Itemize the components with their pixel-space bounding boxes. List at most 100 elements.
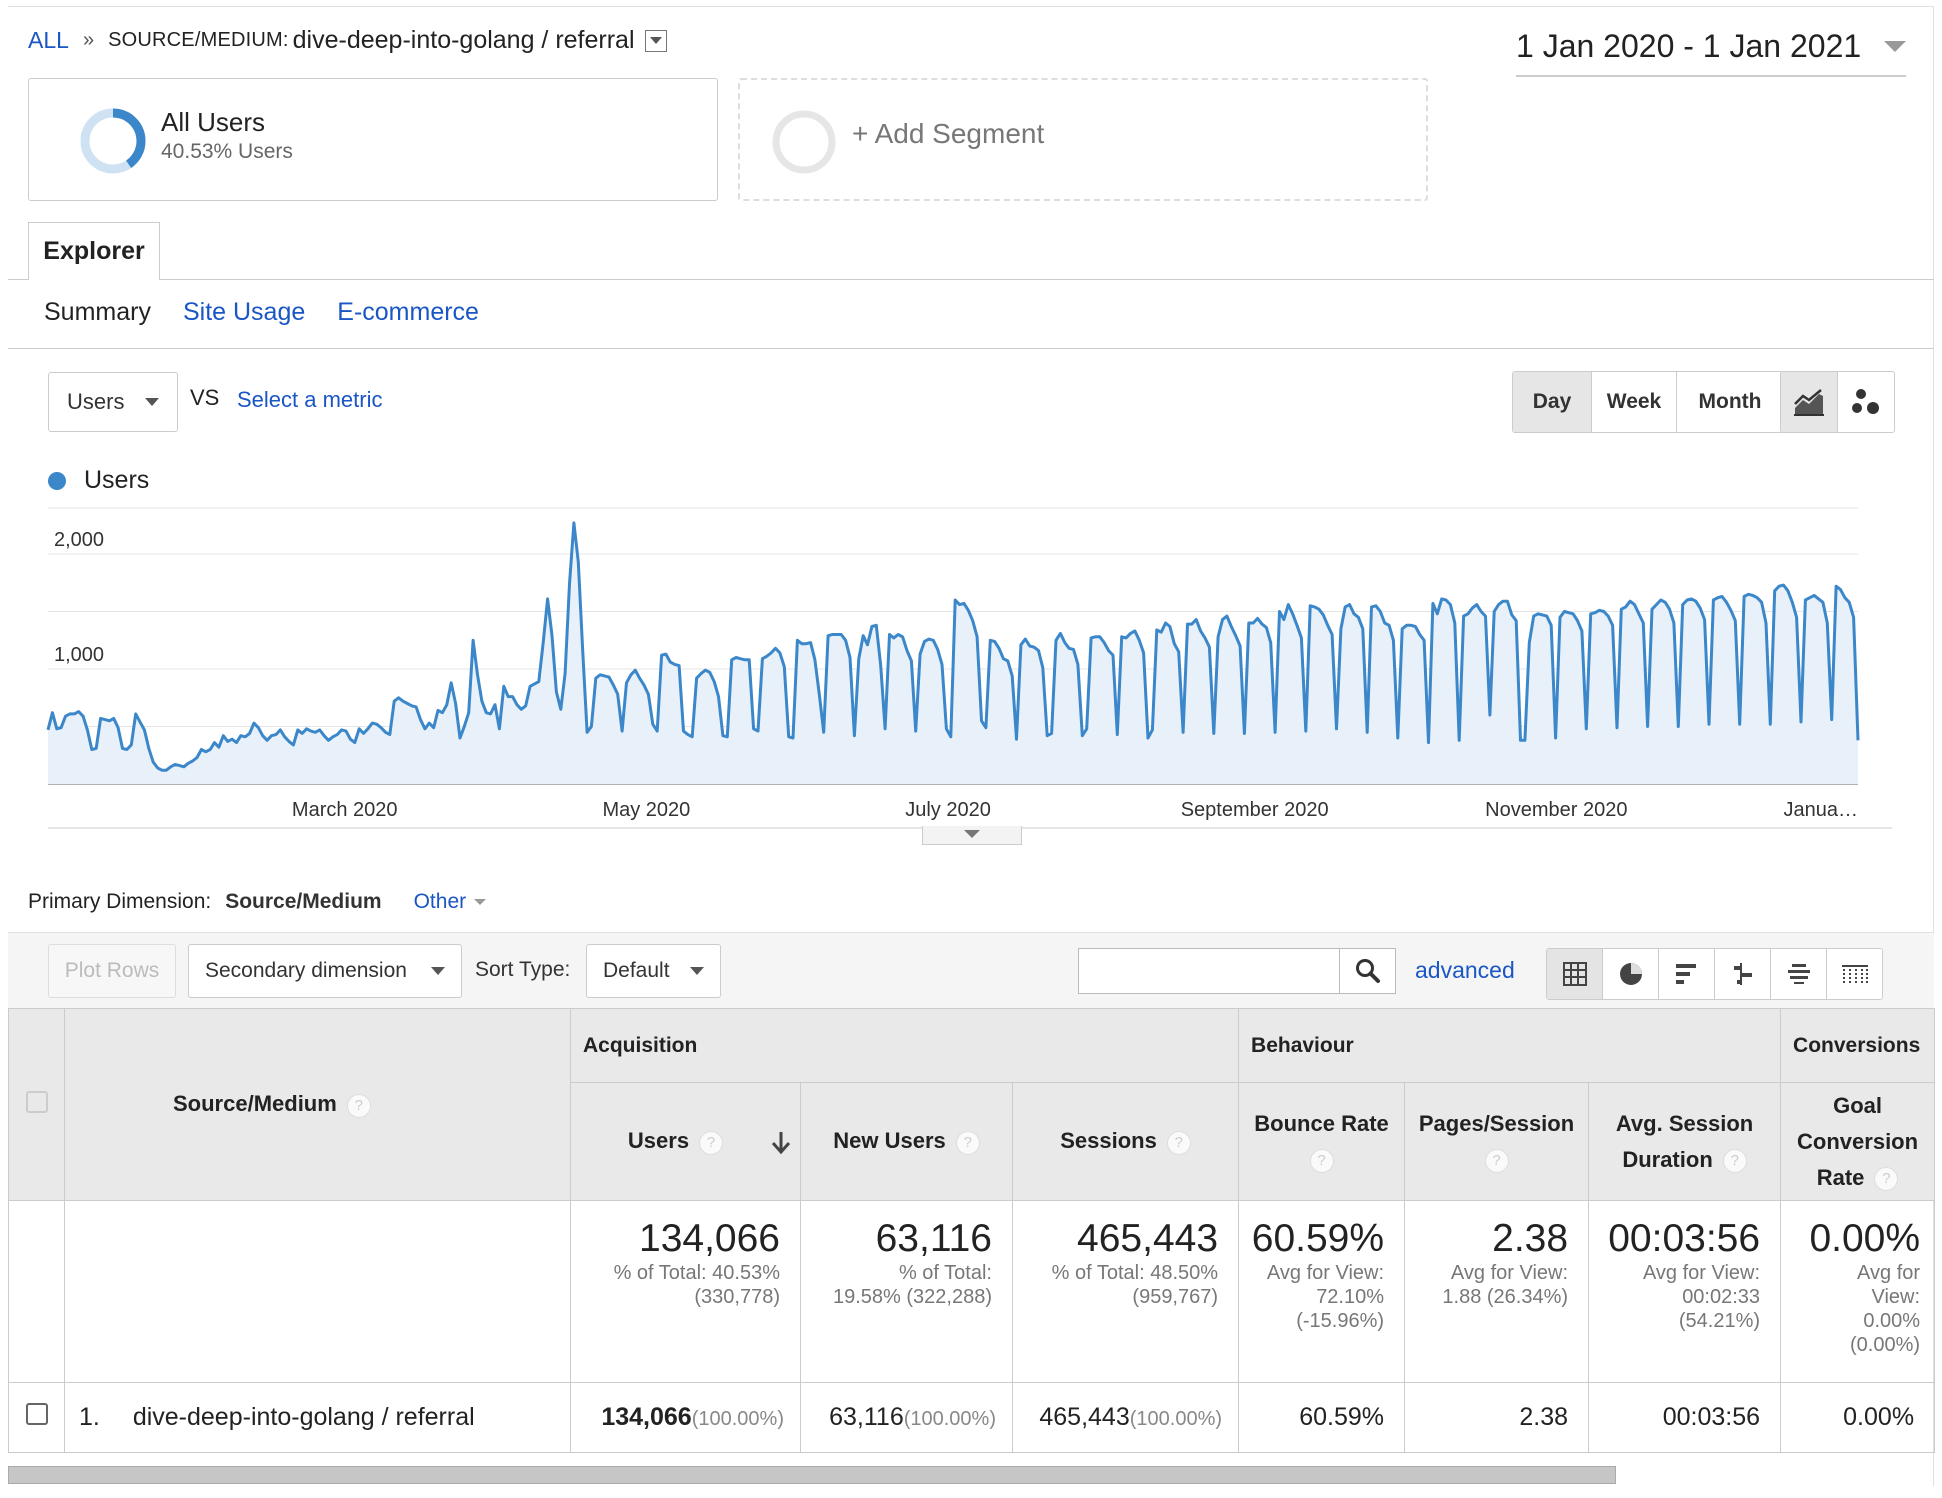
help-icon[interactable]: ? [955, 1130, 980, 1155]
totals-sessions-line2: (959,767) [1132, 1286, 1219, 1308]
totals-users-line2: (330,778) [694, 1286, 780, 1308]
totals-bounce-rate: 60.59% Avg for View: 72.10% (-15.96%) [1238, 1200, 1406, 1383]
metric-select[interactable]: Users [48, 372, 178, 432]
totals-bounce-rate-line2: 72.10% [1316, 1286, 1385, 1308]
term-cloud-view-button[interactable] [1770, 949, 1826, 999]
help-icon[interactable]: ? [1309, 1148, 1334, 1173]
row-dimension-link[interactable]: dive-deep-into-golang / referral [132, 1403, 475, 1431]
empty-segment-circle-icon [772, 110, 836, 174]
users-line [46, 521, 1860, 772]
segment-all-users[interactable]: All Users 40.53% Users [28, 78, 718, 201]
report-table: Source/Medium? Acquisition Behaviour Con… [8, 1008, 1936, 1453]
column-avg-duration-label-2: Duration [1622, 1146, 1713, 1172]
column-goal-label-1: Goal [1833, 1092, 1882, 1118]
column-bounce-rate[interactable]: Bounce Rate? [1238, 1082, 1406, 1201]
totals-new-users: 63,116% of Total: 19.58% (322,288) [800, 1200, 1013, 1383]
totals-avg-duration-line1: Avg for View: [1642, 1262, 1761, 1284]
segment-subtitle: 40.53% Users [161, 140, 293, 163]
totals-sessions: 465,443% of Total: 48.50% (959,767) [1011, 1200, 1240, 1383]
performance-view-button[interactable] [1658, 949, 1714, 999]
line-chart-button[interactable] [1781, 372, 1837, 432]
advanced-filter-link[interactable]: advanced [1415, 957, 1515, 983]
subtab-summary[interactable]: Summary [44, 298, 151, 326]
granularity-toggle: Day Week Month [1512, 371, 1784, 433]
comparison-view-button[interactable] [1714, 949, 1770, 999]
help-icon[interactable]: ? [1722, 1148, 1747, 1173]
horizontal-scrollbar[interactable] [8, 1466, 1616, 1484]
dimension-header[interactable]: Source/Medium? [64, 1008, 571, 1201]
sort-type-select[interactable]: Default [586, 944, 721, 998]
add-segment-button[interactable]: + Add Segment [738, 78, 1428, 201]
row-dimension-cell: 1. dive-deep-into-golang / referral [64, 1382, 571, 1453]
breadcrumb-dimension-value: dive-deep-into-golang / referral [292, 26, 635, 54]
date-range-picker[interactable]: 1 Jan 2020 - 1 Jan 2021 [1516, 28, 1906, 77]
grid-table-icon [1562, 962, 1587, 986]
series-dot-icon [48, 471, 66, 490]
breadcrumb: ALL » SOURCE/MEDIUM: dive-deep-into-gola… [28, 26, 667, 55]
totals-avg-duration-value: 00:03:56 [1608, 1217, 1761, 1260]
date-range-text: 1 Jan 2020 - 1 Jan 2021 [1516, 28, 1862, 64]
help-icon[interactable]: ? [1484, 1148, 1509, 1173]
x-tick-label: September 2020 [1181, 799, 1329, 821]
chevron-down-icon [145, 398, 159, 406]
totals-goal-rate: 0.00% Avg for View: 0.00% (0.00%) [1780, 1200, 1936, 1383]
help-icon[interactable]: ? [699, 1130, 724, 1155]
select-metric-link[interactable]: Select a metric [237, 387, 383, 412]
column-new-users[interactable]: New Users? [800, 1082, 1013, 1201]
subtab-site-usage[interactable]: Site Usage [182, 298, 306, 326]
bubble-chart-icon [1852, 389, 1879, 414]
group-acquisition: Acquisition [569, 1008, 1240, 1083]
row-new-users-value: 63,116 [829, 1403, 904, 1431]
plot-rows-button[interactable]: Plot Rows [48, 944, 176, 998]
column-pages-session[interactable]: Pages/Session? [1404, 1082, 1590, 1201]
secondary-dimension-select[interactable]: Secondary dimension [188, 944, 462, 998]
primary-dimension-other[interactable]: Other [414, 890, 487, 914]
subtab-ecommerce[interactable]: E-commerce [337, 298, 479, 326]
column-users[interactable]: Users? [570, 1082, 801, 1201]
x-tick-label: March 2020 [292, 799, 398, 821]
data-view-button[interactable] [1547, 949, 1602, 999]
chart-collapse-toggle[interactable] [922, 826, 1022, 845]
pie-chart-icon [1619, 963, 1642, 985]
other-label: Other [413, 890, 467, 913]
motion-chart-button[interactable] [1837, 372, 1894, 432]
breadcrumb-dropdown-icon[interactable] [644, 29, 667, 52]
totals-users-value: 134,066 [639, 1217, 780, 1260]
column-pages-session-label: Pages/Session [1418, 1110, 1575, 1136]
breadcrumb-all-link[interactable]: ALL [28, 27, 69, 53]
totals-users: 134,066% of Total: 40.53% (330,778) [570, 1200, 801, 1383]
tab-explorer[interactable]: Explorer [28, 222, 160, 280]
help-icon[interactable]: ? [1874, 1166, 1899, 1191]
chevron-down-icon [431, 967, 445, 975]
chevron-down-icon [690, 967, 704, 975]
help-icon[interactable]: ? [1166, 1130, 1191, 1155]
percentage-view-button[interactable] [1602, 949, 1658, 999]
help-icon[interactable]: ? [346, 1093, 371, 1118]
chart-type-toggle [1780, 371, 1895, 433]
granularity-day-button[interactable]: Day [1513, 372, 1591, 432]
column-avg-session-duration[interactable]: Avg. Session Duration? [1588, 1082, 1782, 1201]
totals-new-users-line1: % of Total: [898, 1262, 992, 1284]
table-search-input[interactable] [1078, 948, 1340, 994]
row-new-users: 63,116(100.00%) [800, 1382, 1013, 1453]
totals-goal-rate-line4: (0.00%) [1850, 1334, 1921, 1356]
line-chart-icon [1794, 389, 1824, 416]
chevron-down-icon [1884, 41, 1906, 52]
granularity-month-button[interactable]: Month [1676, 372, 1783, 432]
column-sessions[interactable]: Sessions? [1011, 1082, 1240, 1201]
column-bounce-rate-label: Bounce Rate [1254, 1110, 1389, 1136]
primary-dimension-value[interactable]: Source/Medium [225, 890, 382, 913]
row-avg-duration: 00:03:56 [1588, 1382, 1782, 1453]
column-goal-conversion-rate[interactable]: Goal Conversion Rate? [1780, 1082, 1936, 1201]
search-button[interactable] [1340, 948, 1396, 994]
row-goal-rate: 0.00% [1780, 1382, 1936, 1453]
totals-new-users-value: 63,116 [875, 1217, 992, 1260]
table-row[interactable]: 1. dive-deep-into-golang / referral 134,… [8, 1382, 1936, 1453]
select-all-checkbox[interactable] [25, 1090, 48, 1113]
row-checkbox[interactable] [25, 1403, 48, 1425]
totals-checkbox-cell [8, 1200, 65, 1383]
pivot-view-button[interactable] [1826, 949, 1882, 999]
column-users-label: Users [627, 1128, 690, 1154]
granularity-week-button[interactable]: Week [1591, 372, 1676, 432]
totals-row: 134,066% of Total: 40.53% (330,778) 63,11… [8, 1200, 1936, 1383]
